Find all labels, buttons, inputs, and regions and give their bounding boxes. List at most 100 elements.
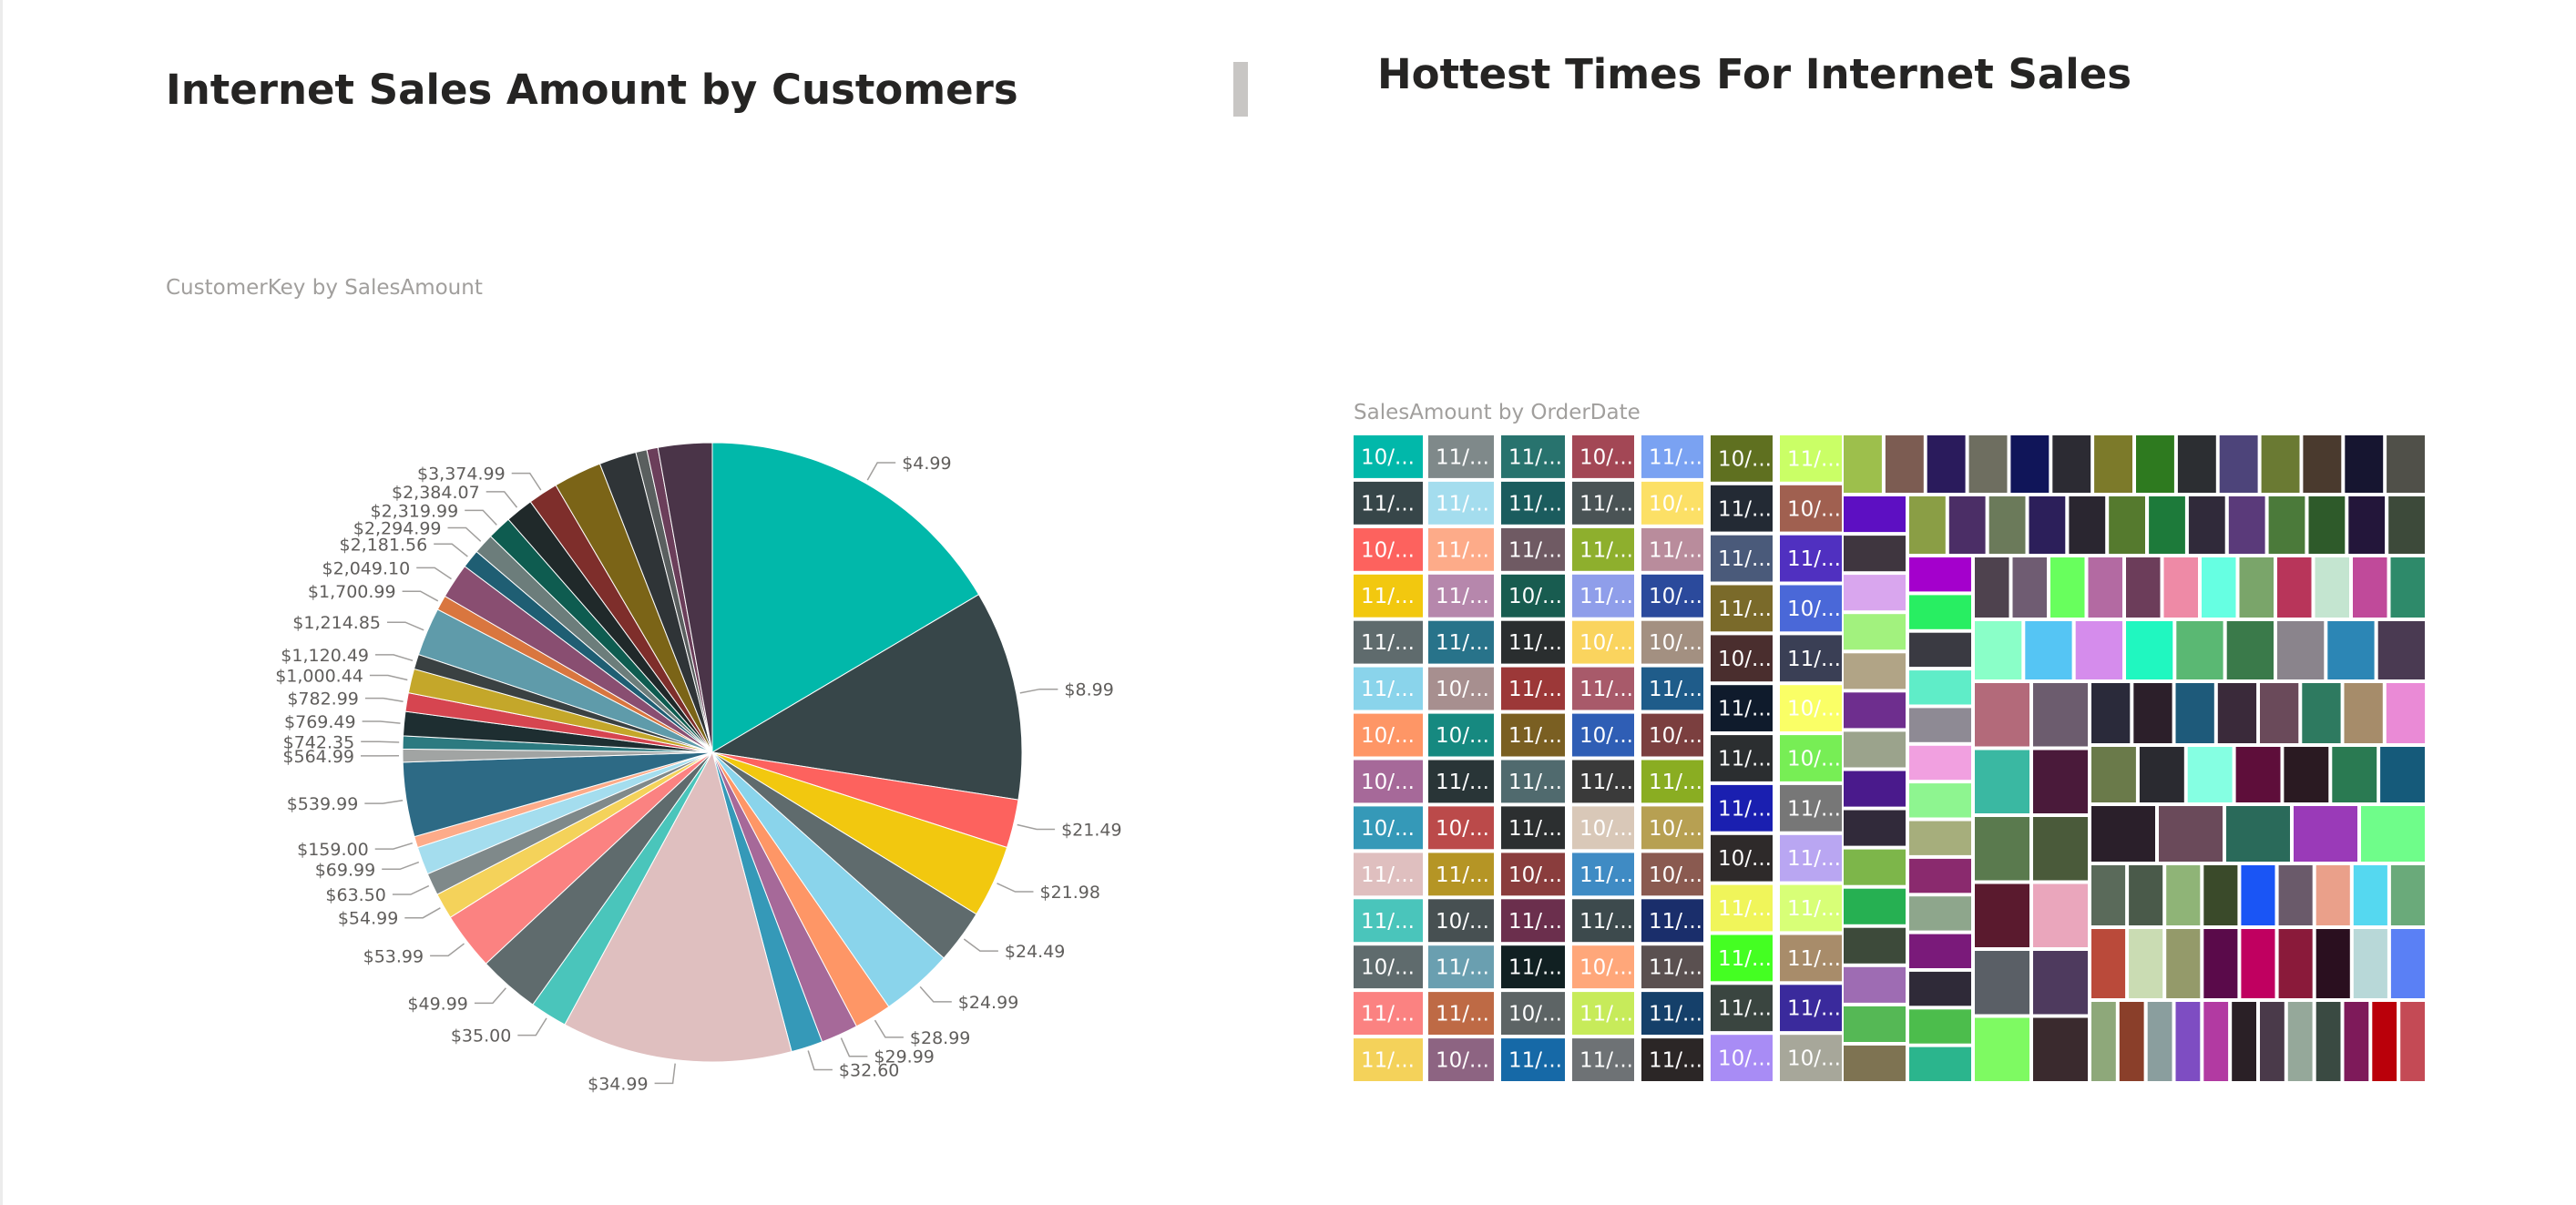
treemap-tile[interactable]: [1354, 945, 1423, 989]
treemap-tile[interactable]: [2133, 683, 2172, 743]
treemap-tile[interactable]: [2149, 496, 2185, 554]
treemap-tile[interactable]: [1501, 899, 1565, 943]
treemap-tile[interactable]: [1428, 620, 1494, 664]
treemap-tile[interactable]: [1909, 858, 1971, 894]
treemap-tile[interactable]: [1711, 985, 1773, 1032]
treemap-tile[interactable]: [1428, 527, 1494, 571]
treemap-tile[interactable]: [2353, 929, 2387, 998]
treemap-tile[interactable]: [1975, 683, 2029, 747]
treemap-tile[interactable]: [1711, 585, 1773, 632]
treemap-tile[interactable]: [1909, 708, 1971, 742]
treemap-tile[interactable]: [1428, 574, 1494, 618]
treemap-tile[interactable]: [1975, 1017, 2029, 1082]
treemap-tile[interactable]: [2129, 929, 2163, 998]
treemap-tile[interactable]: [1711, 784, 1773, 832]
treemap-tile[interactable]: [1428, 806, 1494, 850]
treemap-tile[interactable]: [1975, 621, 2022, 679]
treemap-tile[interactable]: [1975, 557, 2009, 618]
treemap-tile[interactable]: [1428, 435, 1494, 478]
treemap-tile[interactable]: [1641, 435, 1703, 478]
treemap-tile[interactable]: [1572, 481, 1634, 525]
treemap-tile[interactable]: [1641, 527, 1703, 571]
treemap-tile[interactable]: [1354, 992, 1423, 1035]
treemap-tile[interactable]: [1780, 535, 1842, 582]
treemap-tile[interactable]: [2284, 747, 2329, 802]
treemap-tile[interactable]: [2176, 621, 2223, 679]
treemap-tile[interactable]: [2139, 747, 2184, 802]
treemap-tile[interactable]: [1572, 713, 1634, 757]
treemap-tile[interactable]: [1909, 1009, 1971, 1044]
treemap-tile[interactable]: [1711, 934, 1773, 982]
treemap-tile[interactable]: [2052, 435, 2091, 493]
treemap-tile[interactable]: [1711, 635, 1773, 682]
treemap-tile[interactable]: [2012, 557, 2048, 618]
treemap-tile[interactable]: [1780, 435, 1842, 482]
treemap-tile[interactable]: [1909, 670, 1971, 705]
treemap-tile[interactable]: [2344, 683, 2383, 743]
treemap-tile[interactable]: [1641, 481, 1703, 525]
treemap-tile[interactable]: [1975, 883, 2029, 948]
treemap-tile[interactable]: [2241, 865, 2275, 925]
treemap-tile[interactable]: [1711, 834, 1773, 882]
treemap-tile[interactable]: [2094, 435, 2132, 493]
treemap-tile[interactable]: [1572, 992, 1634, 1035]
treemap-tile[interactable]: [2241, 929, 2275, 998]
treemap-tile[interactable]: [2361, 806, 2425, 862]
treemap-tile[interactable]: [2091, 747, 2136, 802]
treemap-tile[interactable]: [2033, 883, 2088, 948]
treemap-tile[interactable]: [2315, 1002, 2341, 1081]
treemap-tile[interactable]: [1909, 971, 1971, 1006]
treemap-tile[interactable]: [1641, 667, 1703, 710]
treemap-tile[interactable]: [1844, 731, 1906, 768]
treemap-tile[interactable]: [1572, 667, 1634, 710]
treemap-tile[interactable]: [2203, 865, 2238, 925]
pie-slice[interactable]: [657, 442, 713, 753]
treemap-tile[interactable]: [1780, 685, 1842, 731]
treemap-tile[interactable]: [2232, 1002, 2256, 1081]
treemap-tile[interactable]: [1428, 667, 1494, 710]
treemap-tile[interactable]: [1501, 527, 1565, 571]
treemap-tile[interactable]: [1354, 435, 1423, 478]
treemap-tile[interactable]: [2386, 683, 2426, 743]
treemap-tile[interactable]: [1844, 771, 1906, 807]
treemap-tile[interactable]: [2033, 683, 2088, 747]
treemap-tile[interactable]: [1501, 853, 1565, 896]
treemap-tile[interactable]: [1780, 884, 1842, 932]
treemap-tile[interactable]: [1428, 853, 1494, 896]
treemap-tile[interactable]: [1641, 806, 1703, 850]
treemap-tile[interactable]: [1354, 713, 1423, 757]
treemap-tile[interactable]: [2069, 496, 2106, 554]
treemap-tile[interactable]: [1711, 485, 1773, 532]
treemap-tile[interactable]: [2390, 865, 2425, 925]
pie-slice[interactable]: [710, 594, 1023, 801]
treemap-tile[interactable]: [2260, 683, 2299, 743]
pie-slice[interactable]: [564, 751, 792, 1063]
treemap-tile[interactable]: [1909, 821, 1971, 855]
treemap-tile[interactable]: [1844, 888, 1906, 924]
treemap-tile[interactable]: [2091, 929, 2126, 998]
treemap-tile[interactable]: [2287, 1002, 2313, 1081]
treemap-tile[interactable]: [1988, 496, 2026, 554]
treemap-tile[interactable]: [2277, 557, 2312, 618]
treemap-tile[interactable]: [2278, 929, 2313, 998]
treemap-tile[interactable]: [2175, 1002, 2201, 1081]
treemap-tile[interactable]: [1572, 1038, 1634, 1081]
treemap-tile[interactable]: [2050, 557, 2085, 618]
treemap-tile[interactable]: [2129, 865, 2163, 925]
treemap-tile[interactable]: [1844, 966, 1906, 1003]
treemap-tile[interactable]: [1354, 574, 1423, 618]
treemap-tile[interactable]: [1354, 527, 1423, 571]
treemap-tile[interactable]: [2091, 806, 2155, 862]
treemap-tile[interactable]: [2033, 750, 2088, 814]
treemap-tile[interactable]: [1501, 481, 1565, 525]
treemap-tile[interactable]: [2159, 806, 2223, 862]
treemap-tile[interactable]: [2119, 1002, 2144, 1081]
treemap-tile[interactable]: [1572, 760, 1634, 803]
pie-chart[interactable]: $4.99 $8.99 $21.49 $21.98 $24.49 $24.99 $28.99…: [0, 0, 1239, 1205]
treemap-tile[interactable]: [1572, 853, 1634, 896]
treemap-tile[interactable]: [2088, 557, 2123, 618]
treemap-tile[interactable]: [2075, 621, 2122, 679]
treemap-tile[interactable]: [2277, 621, 2325, 679]
treemap-tile[interactable]: [1641, 620, 1703, 664]
treemap-tile[interactable]: [1780, 635, 1842, 682]
